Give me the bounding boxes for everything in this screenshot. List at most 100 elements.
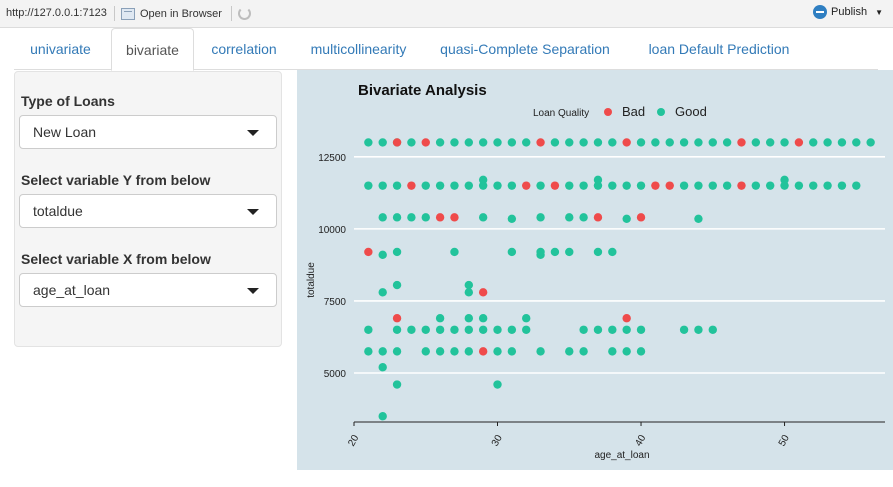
point-good	[550, 247, 560, 257]
point-good	[435, 314, 445, 323]
toolbar-divider	[231, 6, 232, 21]
point-good	[493, 181, 502, 190]
point-bad	[478, 347, 488, 356]
point-good	[593, 138, 603, 147]
point-good	[593, 181, 603, 190]
point-good	[608, 138, 617, 147]
point-bad	[651, 181, 660, 190]
point-good	[579, 325, 588, 334]
point-good	[478, 325, 488, 334]
point-good	[364, 347, 373, 356]
point-good	[579, 181, 588, 190]
publish-label: Publish	[831, 6, 868, 18]
point-good	[493, 138, 502, 147]
point-good	[464, 347, 474, 356]
chevron-down-icon	[247, 130, 259, 136]
point-good	[421, 181, 430, 190]
loan-type-value: New Loan	[33, 124, 97, 140]
point-good	[751, 138, 761, 147]
axes: 5000 7500 10000 12500 20 30 40 50	[318, 153, 885, 448]
point-good	[565, 347, 574, 356]
point-good	[780, 175, 789, 185]
publish-button[interactable]: Publish ▼	[813, 5, 883, 19]
point-good	[522, 325, 531, 334]
point-good	[450, 247, 459, 257]
point-good	[407, 325, 416, 334]
point-good	[392, 380, 402, 389]
x-variable-value: age_at_loan	[33, 282, 111, 298]
point-good	[550, 138, 560, 147]
point-good	[378, 213, 387, 222]
point-bad	[522, 181, 531, 190]
tab-correlation[interactable]: correlation	[211, 41, 277, 57]
point-good	[435, 181, 445, 190]
point-good	[636, 138, 646, 147]
tab-multicollinearity[interactable]: multicollinearity	[310, 41, 407, 57]
point-good	[392, 325, 402, 334]
point-bad	[421, 138, 430, 147]
point-good	[493, 347, 502, 356]
x-tick-label: 40	[633, 433, 648, 449]
point-good	[665, 138, 674, 147]
point-good	[837, 138, 847, 147]
point-good	[507, 325, 517, 334]
chevron-down-icon	[247, 288, 259, 294]
point-good	[679, 181, 689, 190]
window-icon	[121, 8, 135, 20]
toolbar-divider	[114, 6, 115, 21]
point-good	[478, 213, 488, 222]
point-bad	[737, 181, 746, 190]
point-bad	[536, 138, 545, 147]
point-bad	[407, 181, 416, 190]
y-variable-select[interactable]: totaldue	[19, 194, 277, 228]
tab-loan-default-prediction[interactable]: loan Default Prediction	[648, 41, 790, 57]
legend-bad-label: Bad	[622, 104, 645, 119]
point-bad	[450, 213, 459, 222]
point-bad	[478, 288, 488, 297]
point-bad	[550, 181, 560, 190]
point-good	[450, 138, 459, 147]
point-bad	[794, 138, 804, 147]
point-good	[809, 138, 818, 147]
point-good	[478, 175, 488, 185]
x-axis-title: age_at_loan	[594, 450, 649, 461]
point-good	[464, 314, 474, 323]
x-variable-select[interactable]: age_at_loan	[19, 273, 277, 307]
point-good	[536, 247, 545, 257]
refresh-icon[interactable]	[238, 7, 251, 20]
point-good	[579, 138, 588, 147]
tab-univariate[interactable]: univariate	[30, 41, 91, 57]
point-good	[392, 280, 402, 290]
point-good	[507, 181, 517, 190]
point-good	[679, 138, 689, 147]
point-good	[364, 325, 373, 334]
point-good	[565, 181, 574, 190]
loan-type-select[interactable]: New Loan	[19, 115, 277, 149]
y-variable-label: Select variable Y from below	[21, 172, 211, 188]
point-good	[722, 138, 732, 147]
point-bad	[665, 181, 674, 190]
point-good	[651, 138, 660, 147]
point-good	[708, 325, 717, 334]
point-good	[464, 138, 474, 147]
y-tick-label: 12500	[318, 153, 346, 164]
point-good	[722, 181, 732, 190]
grid-lines	[354, 156, 885, 374]
point-good	[622, 214, 631, 223]
point-good	[565, 213, 574, 222]
plot-panel: 5000 7500 10000 12500 20 30 40 50 Bivariate Ana…	[297, 70, 893, 470]
x-tick-label: 30	[490, 433, 505, 449]
point-good	[364, 181, 373, 190]
tab-quasi-complete-separation[interactable]: quasi-Complete Separation	[440, 41, 610, 57]
point-good	[450, 325, 459, 334]
point-good	[809, 181, 818, 190]
point-good	[378, 288, 387, 297]
point-good	[507, 247, 517, 257]
open-in-browser-button[interactable]: Open in Browser	[121, 5, 222, 23]
point-good	[435, 347, 445, 356]
tab-bar: univariate bivariate correlation multico…	[14, 28, 878, 71]
point-good	[694, 214, 703, 223]
point-good	[608, 347, 617, 356]
tab-bivariate[interactable]: bivariate	[111, 28, 194, 71]
point-good	[636, 325, 646, 334]
